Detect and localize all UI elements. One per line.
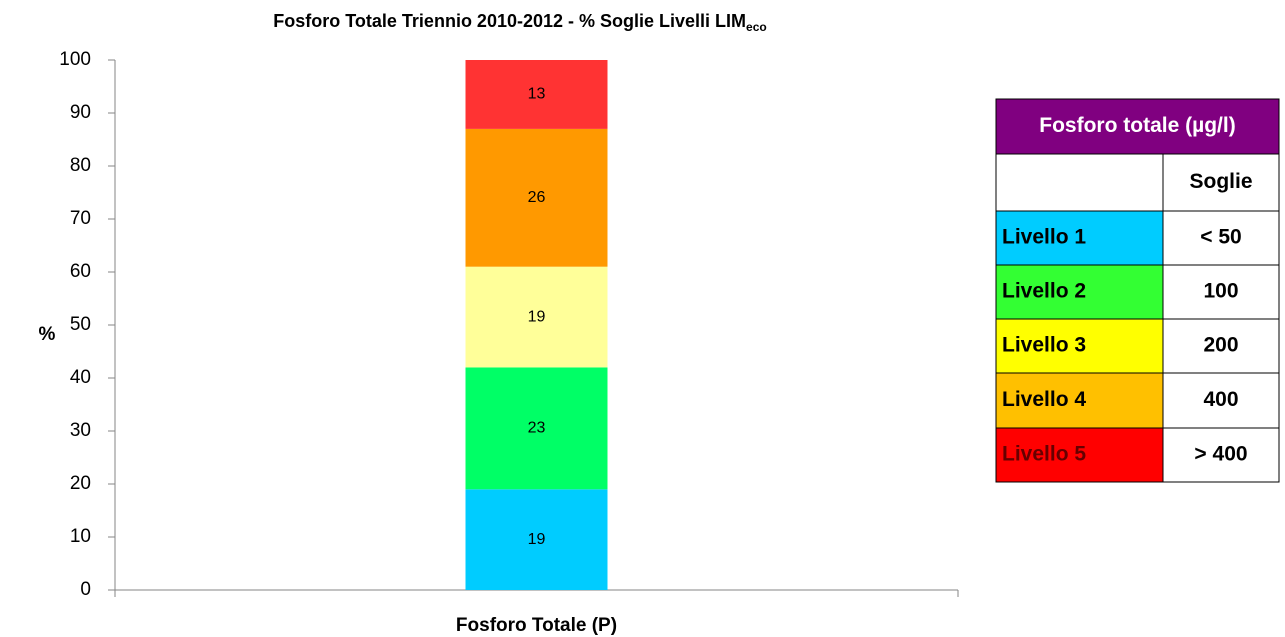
bar-segment xyxy=(465,367,608,490)
table-value-cell xyxy=(1162,318,1280,374)
y-tick-label: 80 xyxy=(70,155,91,176)
table-value: > 400 xyxy=(1194,443,1247,466)
table-level: Livello 1 xyxy=(1002,226,1086,249)
table-level-cell xyxy=(995,210,1164,266)
y-axis-label: % xyxy=(39,324,56,345)
table-level: Livello 5 xyxy=(1002,443,1086,466)
y-tick-label: 10 xyxy=(70,526,91,547)
table-header: Soglie xyxy=(1189,170,1252,193)
y-tick-label: 60 xyxy=(70,261,91,282)
table-value: 100 xyxy=(1203,280,1238,303)
table-cell xyxy=(1162,153,1280,212)
bar-segment xyxy=(465,489,608,590)
y-tick-label: 20 xyxy=(70,473,91,494)
y-tick-label: 70 xyxy=(70,208,91,229)
y-tick-label: 0 xyxy=(80,579,91,600)
y-tick-label: 50 xyxy=(70,314,91,335)
table-value-cell xyxy=(1162,427,1280,483)
table-value: 200 xyxy=(1203,334,1238,357)
y-tick-label: 40 xyxy=(70,367,91,388)
bar-segment xyxy=(465,60,608,129)
chart-title: Fosforo Totale Triennio 2010-2012 - % So… xyxy=(273,11,766,34)
bar-segment xyxy=(465,266,608,368)
table-value: 400 xyxy=(1203,388,1238,411)
table-level: Livello 2 xyxy=(1002,280,1086,303)
table-level-cell xyxy=(995,264,1164,320)
title-main: Fosforo Totale Triennio 2010-2012 - % So… xyxy=(273,11,746,31)
table-value-cell xyxy=(1162,210,1280,266)
y-tick-label: 30 xyxy=(70,420,91,441)
title-subscript: eco xyxy=(746,20,767,34)
table-cell xyxy=(995,153,1164,212)
data-label: 23 xyxy=(528,420,546,437)
data-label: 19 xyxy=(528,308,546,325)
table-value: < 50 xyxy=(1200,226,1241,249)
table-title: Fosforo totale (µg/l) xyxy=(1039,114,1235,137)
data-label: 19 xyxy=(528,531,546,548)
y-tick-label: 90 xyxy=(70,102,91,123)
table-value-cell xyxy=(1162,372,1280,429)
table-level: Livello 3 xyxy=(1002,334,1086,357)
table-level: Livello 4 xyxy=(1002,388,1086,411)
data-label: 13 xyxy=(528,86,546,103)
table-value-cell xyxy=(1162,264,1280,320)
data-label: 26 xyxy=(528,189,546,206)
bar-segment xyxy=(465,128,608,267)
y-tick-label: 100 xyxy=(59,49,91,70)
x-tick-label: Fosforo Totale (P) xyxy=(456,615,617,636)
table-title-cell xyxy=(995,98,1280,155)
